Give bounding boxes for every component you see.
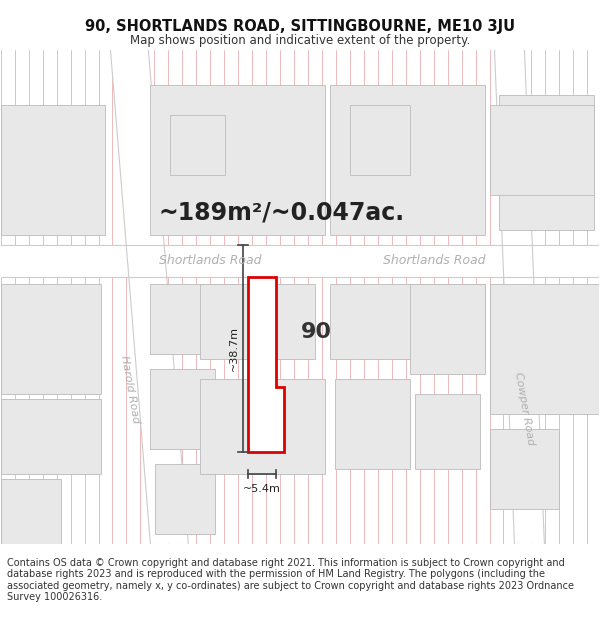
Text: 90, SHORTLANDS ROAD, SITTINGBOURNE, ME10 3JU: 90, SHORTLANDS ROAD, SITTINGBOURNE, ME10… bbox=[85, 19, 515, 34]
Bar bbox=[490, 284, 599, 414]
Text: Contains OS data © Crown copyright and database right 2021. This information is : Contains OS data © Crown copyright and d… bbox=[7, 558, 574, 602]
Text: Cowper Road: Cowper Road bbox=[513, 372, 536, 446]
Bar bbox=[1, 479, 61, 544]
Bar bbox=[200, 379, 325, 474]
Bar bbox=[410, 284, 485, 374]
Bar bbox=[335, 379, 410, 469]
Text: Map shows position and indicative extent of the property.: Map shows position and indicative extent… bbox=[130, 34, 470, 47]
Text: Harold Road: Harold Road bbox=[119, 354, 142, 424]
Bar bbox=[1, 284, 101, 394]
Bar bbox=[170, 115, 225, 174]
Text: ~38.7m: ~38.7m bbox=[229, 326, 239, 371]
Bar bbox=[1, 244, 599, 278]
Bar bbox=[330, 85, 485, 234]
Bar bbox=[155, 464, 215, 534]
Polygon shape bbox=[110, 50, 188, 544]
Text: Shortlands Road: Shortlands Road bbox=[159, 254, 262, 268]
Text: ~189m²/~0.047ac.: ~189m²/~0.047ac. bbox=[159, 201, 405, 224]
Bar bbox=[499, 95, 594, 229]
Text: Shortlands Road: Shortlands Road bbox=[383, 254, 486, 268]
Polygon shape bbox=[494, 50, 544, 544]
Bar bbox=[151, 284, 235, 354]
Bar bbox=[490, 429, 559, 509]
Bar bbox=[1, 399, 101, 474]
Bar bbox=[151, 85, 325, 234]
Bar bbox=[200, 284, 315, 359]
Text: ~5.4m: ~5.4m bbox=[243, 484, 281, 494]
Bar bbox=[490, 105, 594, 194]
Text: 90: 90 bbox=[301, 322, 331, 342]
Bar bbox=[415, 394, 479, 469]
Bar bbox=[350, 105, 410, 174]
Polygon shape bbox=[248, 278, 284, 452]
Bar bbox=[151, 369, 215, 449]
Bar bbox=[330, 284, 485, 359]
Bar bbox=[1, 105, 106, 234]
